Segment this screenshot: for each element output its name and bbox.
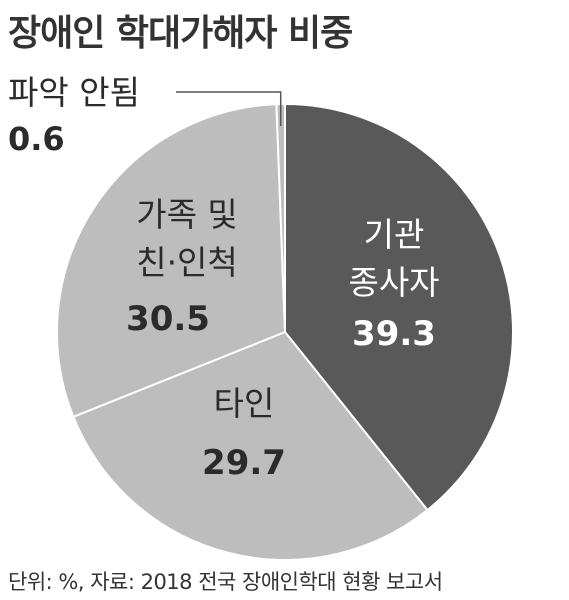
pie-slice-1	[72, 330, 429, 561]
slice-value-label-0: 39.3	[352, 314, 436, 354]
source-note: 단위: %, 자료: 2018 전국 장애인학대 현황 보고서	[8, 570, 443, 594]
slice-name-label-3-0: 파악 안됨	[8, 73, 140, 112]
slice-name-label-0-1: 종사자	[348, 263, 439, 302]
slice-name-label-1-0: 타인	[214, 384, 275, 423]
slice-value-label-1: 29.7	[202, 443, 286, 483]
chart-title: 장애인 학대가해자 비중	[8, 13, 353, 54]
pie-slice-0	[284, 102, 514, 512]
pie-slice-2	[56, 103, 287, 419]
pie-slices	[56, 102, 514, 561]
leader-line-3	[176, 91, 282, 127]
slice-name-label-2-1: 친·인척	[136, 243, 238, 282]
leader-lines	[176, 91, 282, 127]
slice-value-label-2: 30.5	[126, 299, 210, 339]
slice-value-label-3: 0.6	[8, 120, 65, 158]
slice-name-label-2-0: 가족 및	[136, 195, 238, 234]
slice-name-label-0-0: 기관	[364, 215, 425, 254]
